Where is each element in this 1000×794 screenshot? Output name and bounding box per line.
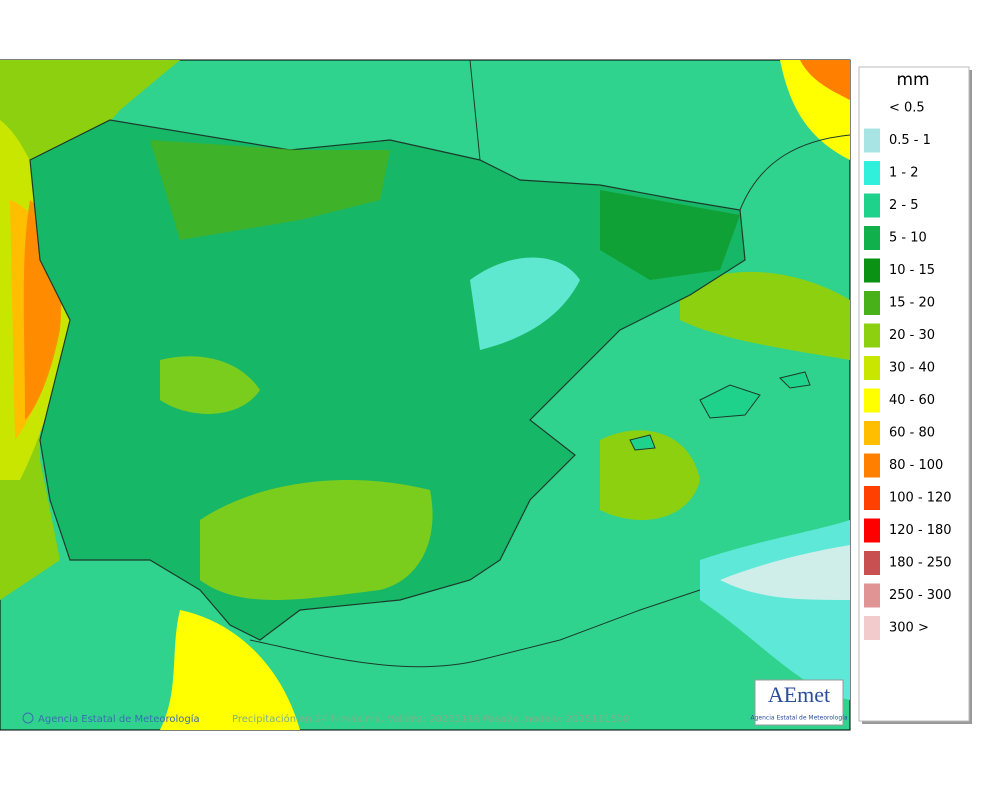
rain-zone bbox=[600, 190, 740, 280]
legend-swatch bbox=[864, 226, 880, 250]
legend-swatch bbox=[864, 193, 880, 218]
legend-swatch bbox=[864, 421, 880, 445]
rain-zone bbox=[470, 257, 580, 350]
legend-swatch bbox=[864, 356, 880, 380]
coastline bbox=[469, 59, 481, 161]
rain-zone bbox=[150, 140, 390, 240]
legend-label: 60 - 80 bbox=[889, 426, 935, 441]
rain-zone bbox=[720, 545, 850, 600]
legend-label: 15 - 20 bbox=[889, 296, 935, 311]
copyright-icon bbox=[22, 712, 34, 724]
rain-zone bbox=[200, 480, 433, 600]
legend-label: 20 - 30 bbox=[889, 328, 935, 343]
legend-label: 1 - 2 bbox=[889, 166, 919, 181]
credit: Agencia Estatal de Meteorología bbox=[38, 713, 200, 725]
logo: AEmet bbox=[768, 682, 830, 707]
legend-label: 0.5 - 1 bbox=[889, 133, 931, 148]
legend-swatch bbox=[864, 518, 880, 543]
legend-swatch bbox=[864, 616, 880, 640]
legend-swatch bbox=[864, 551, 880, 575]
legend-swatch bbox=[864, 323, 880, 348]
legend-swatch bbox=[864, 161, 880, 185]
logo-box bbox=[754, 679, 844, 726]
legend-label: 120 - 180 bbox=[889, 523, 952, 538]
legend-label: 180 - 250 bbox=[889, 556, 952, 571]
rain-zone bbox=[160, 356, 260, 414]
coastline bbox=[739, 134, 851, 211]
legend-swatch bbox=[864, 486, 880, 510]
legend-label: 2 - 5 bbox=[889, 198, 919, 213]
legend-swatch bbox=[864, 388, 880, 413]
legend-label: 250 - 300 bbox=[889, 588, 952, 603]
legend-unit: mm bbox=[896, 70, 929, 90]
legend-swatch bbox=[864, 258, 880, 283]
rain-zone bbox=[800, 60, 850, 100]
legend-swatch bbox=[864, 453, 880, 478]
legend-swatch bbox=[864, 291, 880, 315]
legend-label: 80 - 100 bbox=[889, 458, 943, 473]
island bbox=[779, 371, 811, 389]
legend-swatch bbox=[864, 583, 880, 608]
coastline bbox=[249, 589, 701, 668]
land bbox=[29, 119, 746, 641]
map: Agencia Estatal de Meteorología Precipit… bbox=[0, 59, 851, 731]
legend-label: 5 - 10 bbox=[889, 231, 927, 246]
legend-label: 40 - 60 bbox=[889, 393, 935, 408]
island bbox=[699, 384, 761, 419]
rain-zone bbox=[600, 430, 700, 520]
legend-label: 300 > bbox=[889, 621, 929, 636]
legend-label: < 0.5 bbox=[889, 101, 925, 116]
legend-label: 10 - 15 bbox=[889, 263, 935, 278]
legend: mm < 0.5 0.5 - 1 1 - 2 2 - 5 5 - 10 10 - 15 15… bbox=[858, 66, 972, 724]
caption: Precipitación en 24 h máxima. Validez: 2… bbox=[232, 713, 629, 725]
legend-swatch bbox=[864, 128, 880, 153]
island bbox=[629, 434, 656, 451]
rain-zone bbox=[680, 271, 850, 360]
logo-subtitle: Agencia Estatal de Meteorología bbox=[751, 715, 848, 722]
rain-zone bbox=[160, 610, 300, 730]
legend-label: 100 - 120 bbox=[889, 491, 952, 506]
legend-label: 30 - 40 bbox=[889, 361, 935, 376]
